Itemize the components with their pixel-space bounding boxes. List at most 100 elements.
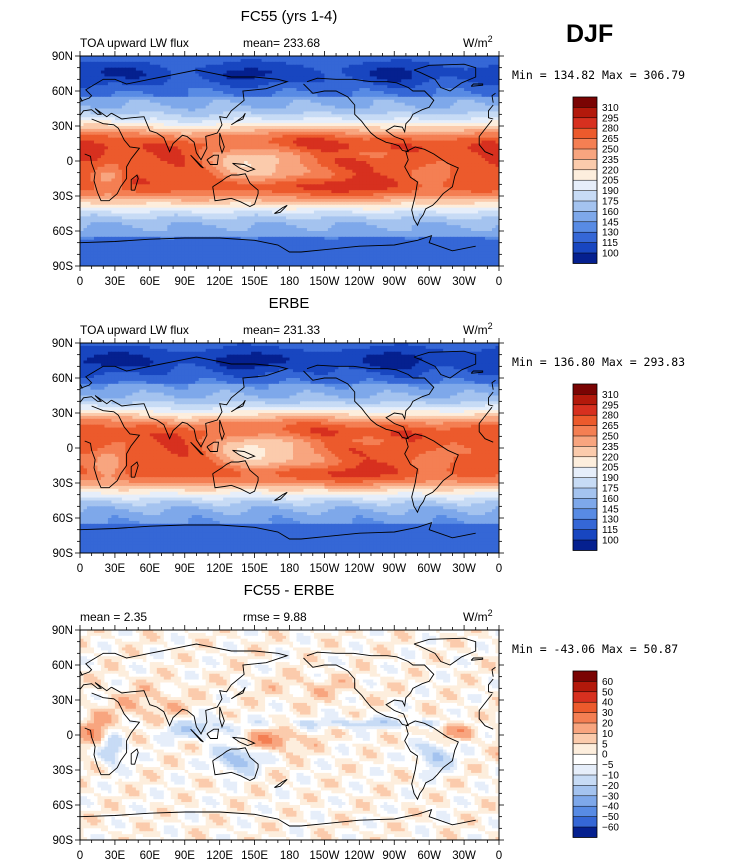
field-cell — [212, 67, 217, 72]
field-cell — [418, 67, 423, 72]
field-cell — [167, 56, 172, 60]
field-cell — [181, 56, 186, 60]
field-cell — [495, 70, 499, 75]
field-cell — [223, 67, 228, 72]
field-cell — [191, 67, 196, 72]
field-cell — [341, 58, 346, 63]
field-cell — [212, 70, 217, 75]
field-cell — [202, 58, 207, 63]
field-cell — [121, 61, 126, 66]
field-cell — [93, 67, 99, 72]
field-cell — [324, 61, 329, 66]
field-cell — [481, 58, 486, 63]
field-cell — [121, 58, 126, 63]
field-cell — [142, 67, 147, 72]
field-cell — [265, 73, 270, 78]
field-cell — [446, 56, 451, 60]
field-cell — [443, 61, 448, 66]
field-cell — [177, 56, 182, 60]
field-cell — [135, 76, 140, 80]
field-cell — [450, 56, 455, 60]
field-cell — [387, 61, 392, 66]
field-cell — [471, 61, 476, 66]
field-cell — [331, 64, 336, 69]
field-cell — [492, 56, 497, 60]
field-cell — [317, 70, 322, 75]
field-cell — [233, 56, 238, 60]
field-cell — [492, 70, 497, 75]
field-cell — [282, 70, 287, 75]
field-cell — [429, 64, 434, 69]
field-cell — [272, 61, 277, 66]
field-cell — [107, 58, 113, 63]
field-cell — [397, 67, 402, 72]
field-cell — [167, 76, 172, 80]
field-cell — [376, 58, 381, 63]
field-cell — [471, 56, 476, 60]
units-text: W/m — [463, 36, 488, 50]
field-cell — [331, 67, 336, 72]
field-cell — [135, 56, 140, 60]
field-cell — [114, 61, 120, 66]
field-cell — [268, 64, 273, 69]
field-cell — [292, 70, 298, 75]
field-cell — [422, 58, 427, 63]
field-cell — [258, 56, 263, 60]
field-cell — [324, 64, 329, 69]
field-cell — [223, 73, 228, 78]
field-cell — [317, 58, 322, 63]
field-cell — [139, 58, 144, 63]
field-cell — [216, 73, 221, 78]
field-cell — [83, 58, 88, 63]
field-cell — [467, 73, 472, 78]
field-cell — [118, 64, 123, 69]
field-cell — [397, 56, 402, 60]
field-cell — [303, 64, 308, 69]
field-cell — [128, 73, 133, 78]
field-cell — [292, 61, 298, 66]
field-cell — [251, 56, 256, 60]
field-cell — [404, 73, 409, 78]
field-cell — [380, 70, 385, 75]
field-cell — [286, 58, 291, 63]
field-cell — [230, 67, 235, 72]
field-cell — [177, 70, 182, 75]
field-cell — [251, 67, 256, 72]
field-cell — [97, 67, 102, 72]
field-cell — [139, 76, 144, 80]
field-cell — [226, 58, 231, 63]
field-cell — [310, 67, 315, 72]
field-cell — [359, 61, 364, 66]
field-cell — [174, 56, 179, 60]
field-cell — [261, 61, 266, 66]
field-cell — [272, 67, 277, 72]
field-cell — [80, 67, 85, 72]
field-cell — [341, 61, 346, 66]
field-cell — [373, 56, 378, 60]
field-cell — [443, 67, 448, 72]
field-cell — [104, 61, 109, 66]
field-cell — [233, 61, 238, 66]
field-cell — [320, 61, 326, 66]
field-cell — [160, 64, 165, 69]
field-cell — [292, 73, 298, 78]
field-cell — [104, 64, 109, 69]
field-cell — [198, 64, 203, 69]
field-cell — [174, 64, 179, 69]
field-cell — [292, 64, 298, 69]
field-cell — [146, 61, 151, 66]
field-cell — [485, 73, 490, 78]
field-cell — [125, 56, 130, 60]
field-cell — [198, 70, 203, 75]
field-cell — [216, 56, 221, 60]
field-cell — [184, 64, 189, 69]
field-cell — [422, 70, 427, 75]
field-cell — [453, 58, 458, 63]
field-cell — [223, 64, 228, 69]
field-cell — [195, 61, 200, 66]
field-cell — [279, 58, 284, 63]
field-cell — [467, 64, 472, 69]
field-cell — [132, 58, 137, 63]
field-cell — [156, 73, 161, 78]
field-cell — [142, 70, 147, 75]
